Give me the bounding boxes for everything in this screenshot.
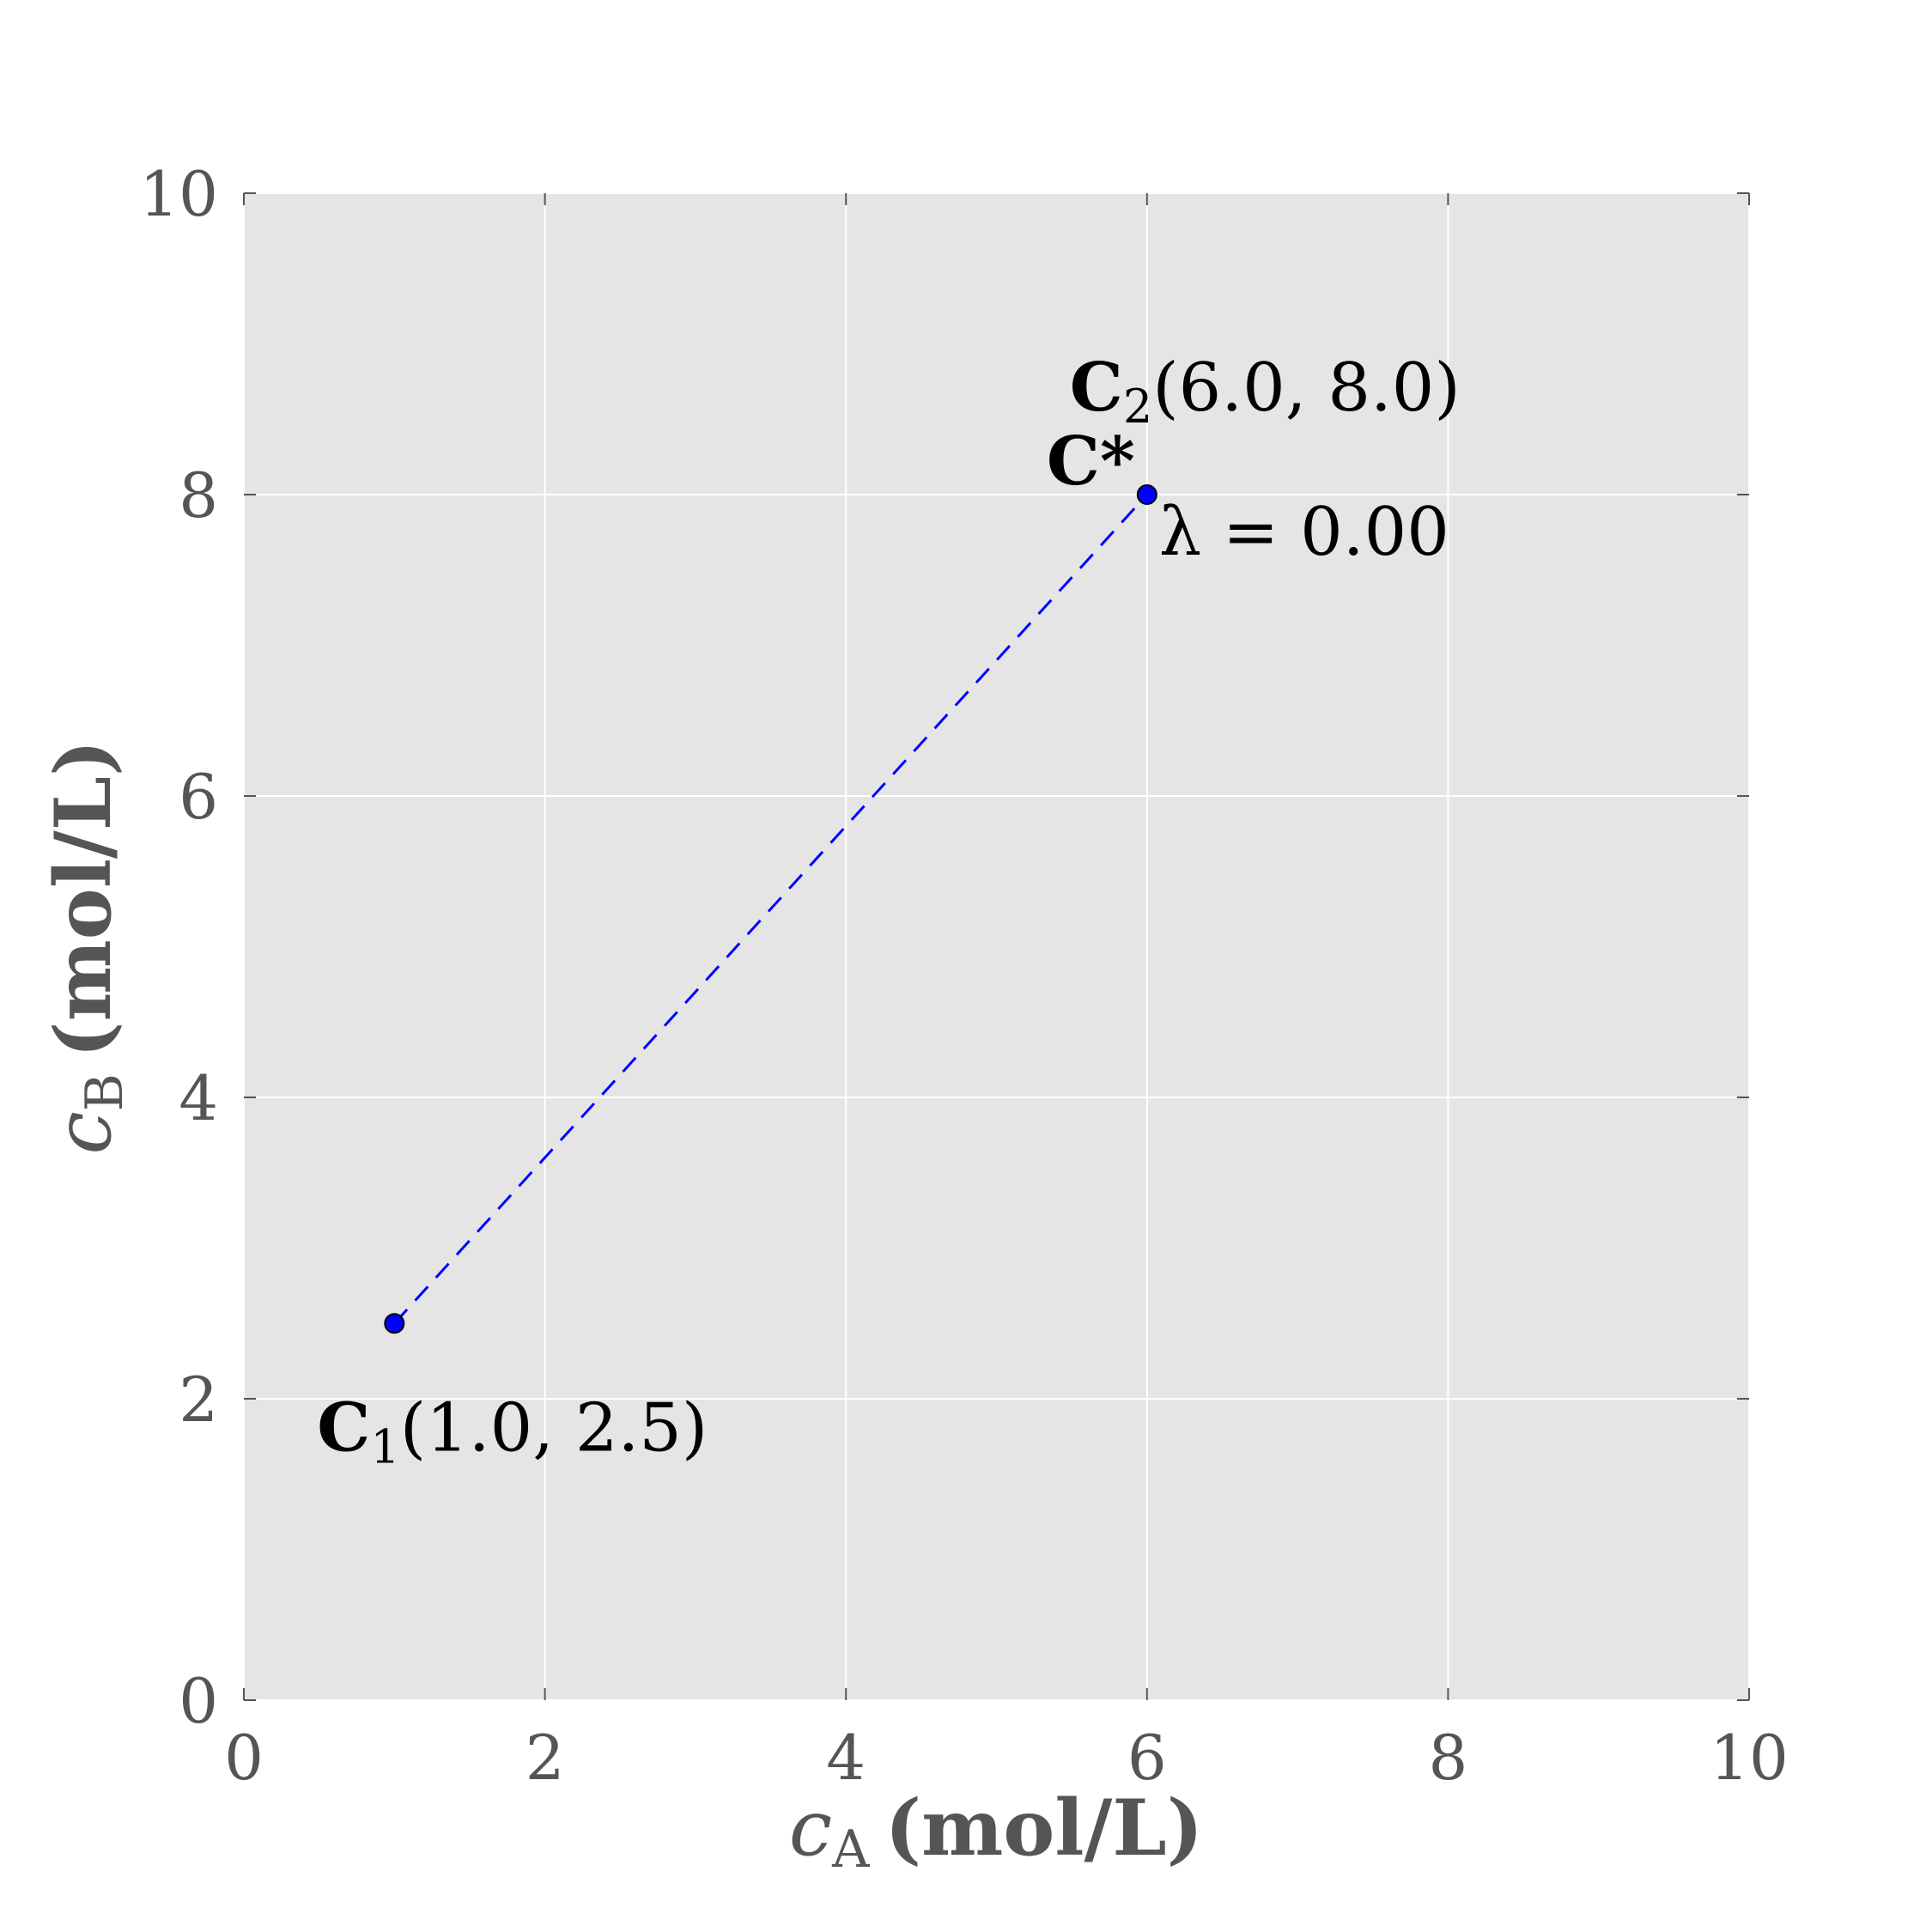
- y-axis-label: cB(mol/L): [38, 739, 135, 1154]
- point-label-c1: C1(1.0, 2.5): [317, 1388, 708, 1473]
- x-tick-label: 0: [224, 1722, 264, 1794]
- y-tick-label: 6: [179, 761, 218, 833]
- plot-area: [244, 193, 1749, 1700]
- y-tick-label: 10: [139, 158, 218, 230]
- series: [384, 484, 1157, 1334]
- lambda-label: λ = 0.00: [1159, 494, 1449, 571]
- series-line: [393, 493, 1148, 1325]
- point-label-c2: C2(6.0, 8.0): [1070, 349, 1461, 434]
- data-point-2: [1136, 484, 1157, 505]
- x-tick-label: 6: [1127, 1722, 1167, 1794]
- annotations: C1(1.0, 2.5) C2(6.0, 8.0)C* λ = 0.00: [317, 349, 1461, 1473]
- y-tick-label: 0: [179, 1665, 218, 1737]
- y-tick-label: 8: [179, 459, 218, 532]
- x-tick-label: 2: [526, 1722, 565, 1794]
- x-tick-label: 10: [1710, 1722, 1789, 1794]
- current-point-label: C*: [1047, 422, 1135, 501]
- tick-labels: 0 2 4 6 8 10 0 2 4 6 8 10: [139, 158, 1788, 1794]
- y-tick-label: 2: [179, 1364, 218, 1436]
- x-tick-label: 4: [826, 1722, 866, 1794]
- grid: [243, 192, 1750, 1701]
- y-tick-label: 4: [179, 1062, 218, 1134]
- data-point-1: [384, 1313, 405, 1334]
- x-tick-label: 8: [1428, 1722, 1467, 1794]
- ticks: [243, 192, 1750, 1701]
- x-axis-label: cA (mol/L): [789, 1783, 1204, 1880]
